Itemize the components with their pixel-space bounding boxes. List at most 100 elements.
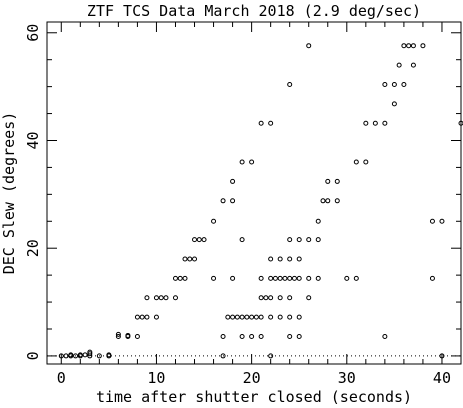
data-point xyxy=(239,314,245,320)
data-point xyxy=(68,352,74,358)
data-point xyxy=(253,314,259,320)
data-point xyxy=(268,314,274,320)
plot-frame xyxy=(46,21,462,365)
y-tick-label: 60 xyxy=(24,24,42,42)
data-point xyxy=(296,275,302,281)
data-point xyxy=(410,62,416,68)
data-point xyxy=(287,81,293,87)
data-point xyxy=(401,81,407,87)
data-point xyxy=(220,334,226,340)
data-point xyxy=(77,352,83,358)
data-point xyxy=(134,314,140,320)
data-point xyxy=(382,120,388,126)
data-point xyxy=(277,314,283,320)
data-point xyxy=(406,43,412,49)
data-point xyxy=(258,295,264,301)
x-axis-label: time after shutter closed (seconds) xyxy=(96,388,412,406)
data-point xyxy=(439,353,445,359)
data-point xyxy=(268,120,274,126)
data-point xyxy=(268,275,274,281)
data-point xyxy=(63,353,69,359)
data-point xyxy=(353,275,359,281)
data-point xyxy=(334,178,340,184)
data-point xyxy=(230,178,236,184)
y-axis-label: DEC Slew (degrees) xyxy=(0,112,18,275)
y-tick-label: 0 xyxy=(24,351,42,360)
data-point xyxy=(325,178,331,184)
data-point xyxy=(315,218,321,224)
data-point xyxy=(187,256,193,262)
data-point xyxy=(306,237,312,243)
data-point xyxy=(306,43,312,49)
data-point xyxy=(249,314,255,320)
data-point xyxy=(258,334,264,340)
data-point xyxy=(306,275,312,281)
data-point xyxy=(211,275,217,281)
data-point xyxy=(139,314,145,320)
data-point xyxy=(87,351,93,357)
data-point xyxy=(144,314,150,320)
data-point xyxy=(244,314,250,320)
data-point xyxy=(296,334,302,340)
data-point xyxy=(106,352,112,358)
data-point xyxy=(363,159,369,165)
data-point xyxy=(287,256,293,262)
data-point xyxy=(258,120,264,126)
data-point xyxy=(420,43,426,49)
data-point xyxy=(172,295,178,301)
data-point xyxy=(429,275,435,281)
data-point xyxy=(73,353,79,359)
data-point xyxy=(458,120,463,126)
data-point xyxy=(211,218,217,224)
y-tick-label: 40 xyxy=(24,131,42,149)
data-point xyxy=(220,353,226,359)
data-point xyxy=(268,353,274,359)
data-point xyxy=(382,334,388,340)
data-point xyxy=(410,43,416,49)
data-point xyxy=(163,295,169,301)
data-point xyxy=(334,198,340,204)
x-tick-label: 40 xyxy=(433,369,451,387)
data-point xyxy=(249,334,255,340)
data-points xyxy=(58,43,463,359)
data-point xyxy=(230,275,236,281)
data-point xyxy=(401,43,407,49)
data-point xyxy=(196,237,202,243)
data-point xyxy=(263,295,269,301)
data-point xyxy=(134,334,140,340)
data-point xyxy=(429,218,435,224)
data-point xyxy=(272,275,278,281)
data-point xyxy=(201,237,207,243)
data-point xyxy=(239,159,245,165)
x-tick-label: 20 xyxy=(243,369,261,387)
data-point xyxy=(268,295,274,301)
data-point xyxy=(192,237,198,243)
data-point xyxy=(287,314,293,320)
data-point xyxy=(258,314,264,320)
data-point xyxy=(234,314,240,320)
y-tick-label: 20 xyxy=(24,239,42,257)
x-tick-label: 10 xyxy=(147,369,165,387)
data-point xyxy=(296,237,302,243)
data-point xyxy=(172,275,178,281)
data-point xyxy=(258,275,264,281)
data-point xyxy=(158,295,164,301)
data-point xyxy=(372,120,378,126)
data-point xyxy=(58,353,64,359)
data-point xyxy=(182,275,188,281)
y-axis-ticks: 0 20 40 60 xyxy=(24,24,461,360)
data-point xyxy=(439,218,445,224)
data-point xyxy=(230,198,236,204)
data-point xyxy=(277,275,283,281)
data-point xyxy=(287,295,293,301)
data-point xyxy=(382,81,388,87)
data-point xyxy=(391,81,397,87)
data-point xyxy=(115,331,121,337)
data-point xyxy=(230,314,236,320)
data-point xyxy=(320,198,326,204)
data-point xyxy=(144,295,150,301)
data-point xyxy=(225,314,231,320)
x-tick-label: 0 xyxy=(57,369,66,387)
data-point xyxy=(391,101,397,107)
data-point xyxy=(220,198,226,204)
